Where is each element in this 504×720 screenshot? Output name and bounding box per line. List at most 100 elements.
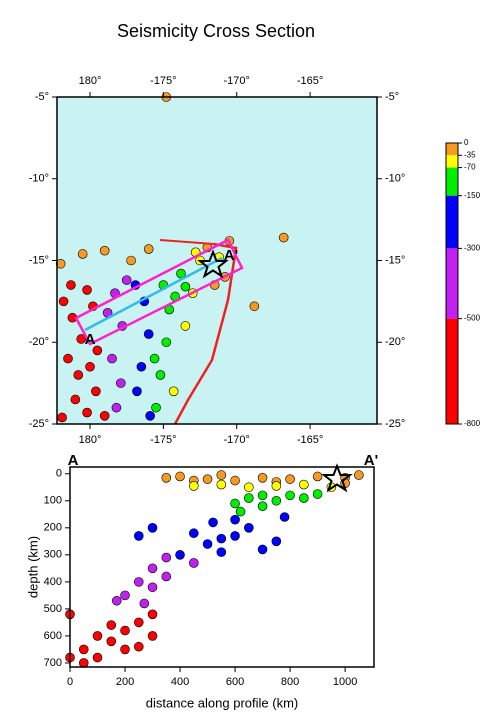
earthquake (244, 482, 254, 493)
colorbar-label: -800 (464, 419, 481, 428)
x-tick-label: -165° (297, 434, 323, 446)
x-tick-label: -175° (150, 75, 176, 87)
earthquake (189, 528, 199, 539)
earthquake (78, 658, 89, 668)
x-tick-label: 800 (281, 676, 299, 688)
earthquake (161, 571, 172, 582)
earthquake (133, 641, 144, 652)
y-tick-label: -25° (29, 418, 49, 430)
earthquake (257, 490, 268, 501)
x-tick-label: -170° (224, 434, 250, 446)
earthquake (299, 479, 309, 490)
x-tick-label: 200 (116, 676, 134, 688)
earthquake (70, 394, 81, 405)
earthquake (111, 402, 122, 413)
earthquake (149, 353, 160, 364)
y-tick-label: -5° (385, 91, 399, 103)
earthquake (151, 402, 161, 413)
y-tick-label: 500 (44, 603, 62, 615)
x-tick-label: 400 (171, 676, 189, 688)
earthquake (285, 490, 295, 501)
y-tick-label: -15° (29, 254, 49, 266)
earthquake (230, 498, 240, 509)
earthquake (120, 590, 130, 601)
y-tick-label: -10° (385, 173, 405, 185)
earthquake (208, 517, 218, 528)
earthquake (77, 249, 88, 259)
earthquake (147, 631, 158, 641)
earthquake (161, 473, 172, 483)
y-tick-label: 300 (44, 549, 62, 561)
earthquake (216, 479, 227, 490)
y-tick-label: -20° (385, 336, 405, 348)
earthquake (147, 563, 158, 574)
y-tick-label: -10° (29, 173, 49, 185)
earthquake (230, 475, 240, 486)
earthquake (249, 301, 260, 312)
profile-line (84, 256, 223, 332)
earthquake (107, 353, 117, 364)
colorbar-label: -35 (464, 150, 476, 159)
profile-box (74, 238, 244, 346)
earthquake (139, 598, 150, 609)
earthquake (230, 531, 240, 541)
profile-start-label: A (85, 331, 96, 348)
x-tick-label: 180° (79, 75, 102, 87)
colorbar-segment (446, 155, 458, 168)
earthquake (145, 411, 155, 421)
earthquake (175, 471, 185, 482)
earthquake (299, 493, 309, 503)
earthquake (133, 577, 144, 587)
earthquake (271, 536, 282, 547)
section-frame (69, 466, 375, 668)
x-tick-label: 0 (67, 676, 73, 688)
earthquake (121, 275, 132, 285)
earthquake (180, 321, 191, 331)
y-tick-label: 400 (44, 576, 62, 588)
earthquake (202, 474, 213, 484)
earthquake (202, 539, 213, 549)
earthquake (216, 533, 227, 544)
y-tick-label: 0 (56, 468, 62, 480)
earthquake (161, 552, 172, 563)
earthquake (244, 523, 254, 533)
section-start-label: A (68, 452, 79, 469)
y-tick-label: 700 (44, 657, 62, 669)
earthquake (133, 617, 144, 628)
earthquake (82, 285, 92, 295)
earthquake (257, 544, 268, 555)
earthquake (120, 625, 130, 636)
plate-boundary (159, 239, 215, 245)
epicenter-star (321, 463, 353, 493)
earthquake (354, 470, 364, 480)
earthquake (147, 582, 158, 593)
colorbar-label: 0 (464, 138, 469, 147)
earthquake (78, 644, 89, 655)
earthquake (312, 489, 323, 499)
x-axis-label: distance along profile (km) (146, 695, 298, 710)
epicenter-star (197, 249, 229, 279)
earthquake (312, 471, 323, 482)
earthquake (175, 550, 185, 560)
earthquake (279, 512, 290, 522)
earthquake (63, 353, 73, 364)
y-tick-label: 600 (44, 630, 62, 642)
earthquake (73, 370, 84, 380)
x-tick-label: 180° (79, 434, 102, 446)
chart-title: Seismicity Cross Section (117, 21, 315, 41)
earthquake (244, 493, 254, 503)
y-tick-label: 200 (44, 522, 62, 534)
y-tick-label: -15° (385, 254, 405, 266)
earthquake (155, 370, 166, 380)
earthquake (271, 481, 282, 491)
earthquake (116, 378, 126, 388)
earthquake (57, 412, 67, 423)
earthquake (235, 506, 246, 517)
x-tick-label: -170° (224, 75, 250, 87)
earthquake (133, 531, 144, 541)
colorbar-label: -150 (464, 191, 481, 200)
earthquake (285, 474, 295, 484)
earthquake (92, 652, 103, 663)
colorbar-label: -500 (464, 314, 481, 323)
